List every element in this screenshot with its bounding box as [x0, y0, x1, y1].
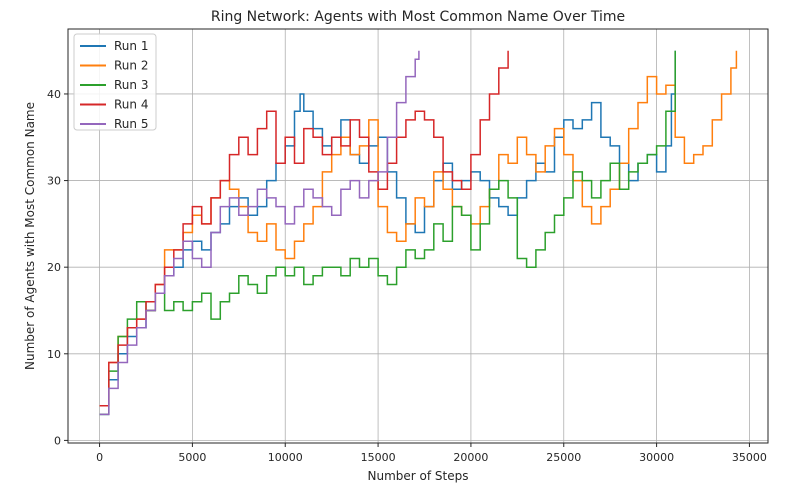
x-tick-label: 10000	[268, 451, 303, 464]
series-lines	[99, 50, 738, 416]
y-tick-label: 10	[47, 348, 61, 361]
legend-label: Run 2	[114, 59, 148, 73]
x-tick-label: 25000	[546, 451, 581, 464]
series-line-run-3	[99, 50, 676, 416]
y-tick-label: 20	[47, 261, 61, 274]
legend: Run 1 Run 2 Run 3 Run 4 Run 5	[73, 33, 157, 131]
x-tick-label: 15000	[361, 451, 396, 464]
series-line-run-2	[99, 50, 738, 407]
legend-label: Run 1	[114, 39, 148, 53]
x-axis-label: Number of Steps	[368, 469, 469, 483]
legend-label: Run 3	[114, 78, 148, 92]
series-line-run-4	[99, 50, 509, 407]
legend-label: Run 5	[114, 117, 148, 131]
y-tick-label: 40	[47, 88, 61, 101]
series-line-run-5	[99, 50, 420, 416]
chart-title: Ring Network: Agents with Most Common Na…	[211, 9, 625, 25]
y-axis-ticks: 0 10 20 30 40	[47, 88, 68, 447]
legend-label: Run 4	[114, 98, 148, 112]
y-tick-label: 30	[47, 175, 61, 188]
plot-area-frame	[67, 28, 769, 444]
x-tick-label: 0	[96, 451, 103, 464]
x-tick-label: 35000	[732, 451, 767, 464]
y-tick-label: 0	[54, 434, 61, 447]
x-tick-label: 5000	[178, 451, 206, 464]
x-tick-label: 30000	[639, 451, 674, 464]
x-tick-label: 20000	[453, 451, 488, 464]
legend-box	[73, 33, 157, 131]
gridlines	[68, 29, 768, 443]
x-axis-ticks: 0 5000 10000 15000 20000 25000 30000 35000	[96, 443, 767, 464]
y-axis-label: Number of Agents with Most Common Name	[23, 102, 37, 370]
